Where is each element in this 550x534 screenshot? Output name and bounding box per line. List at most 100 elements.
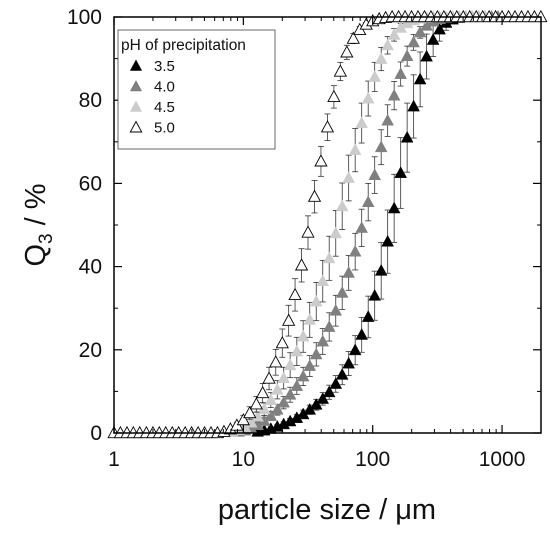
- data-point: [413, 72, 427, 85]
- legend-item: 5.0: [129, 120, 175, 137]
- data-point: [282, 313, 296, 326]
- y-axis-title-unit: / %: [20, 183, 52, 233]
- legend-item: 4.5: [129, 99, 175, 116]
- legend-items: 3.5 4.0 4.5 5.0: [129, 58, 175, 137]
- data-point: [314, 154, 328, 167]
- legend-item: 3.5: [129, 58, 175, 75]
- legend-marker: [129, 79, 143, 92]
- data-point: [368, 288, 382, 301]
- legend-label: 5.0: [154, 120, 175, 137]
- legend-marker: [129, 120, 143, 133]
- data-point: [348, 343, 362, 356]
- legend-marker: [129, 100, 143, 112]
- data-point: [361, 91, 375, 104]
- data-point: [290, 344, 304, 357]
- data-point: [303, 313, 317, 325]
- data-point: [387, 201, 401, 214]
- data-point: [322, 385, 336, 398]
- data-point: [361, 310, 375, 322]
- data-point: [342, 356, 355, 369]
- data-point: [316, 334, 330, 347]
- legend-label: 3.5: [154, 58, 175, 75]
- data-point: [335, 286, 349, 298]
- y-tick-label: 40: [79, 256, 102, 279]
- data-point: [294, 258, 309, 271]
- data-point: [283, 388, 297, 400]
- data-point: [400, 49, 414, 62]
- y-tick-label: 60: [79, 172, 102, 195]
- data-point: [400, 130, 414, 143]
- data-point: [296, 329, 310, 342]
- y-tick-label: 80: [79, 89, 102, 112]
- data-point: [374, 264, 388, 276]
- y-tick-label: 0: [90, 422, 102, 445]
- legend-label: 4.5: [154, 99, 175, 116]
- x-tick-label: 10: [232, 448, 255, 471]
- data-point: [296, 369, 310, 382]
- data-point: [277, 395, 290, 408]
- data-point: [322, 320, 336, 332]
- x-tick-label: 1: [108, 448, 120, 471]
- data-point: [283, 358, 297, 371]
- x-axis-title: particle size / μm: [218, 494, 436, 526]
- data-point: [270, 383, 284, 395]
- data-point: [394, 67, 407, 79]
- data-point: [381, 113, 394, 126]
- data-point: [355, 328, 369, 340]
- data-point: [275, 336, 289, 349]
- data-point: [320, 120, 335, 133]
- data-point: [309, 347, 323, 360]
- data-point: [309, 294, 323, 307]
- data-point: [381, 38, 394, 51]
- data-point: [346, 31, 360, 44]
- data-point: [303, 359, 317, 371]
- data-point: [249, 397, 263, 410]
- data-point: [374, 52, 388, 64]
- data-point: [420, 49, 433, 62]
- data-point: [335, 199, 349, 212]
- data-point: [290, 379, 304, 391]
- data-point: [355, 116, 369, 128]
- data-point: [355, 221, 369, 233]
- axis-ticks: [113, 16, 542, 434]
- data-point: [288, 287, 302, 300]
- data-point: [322, 251, 336, 264]
- data-point: [327, 89, 341, 102]
- data-point: [407, 35, 420, 48]
- data-point: [407, 99, 420, 112]
- data-point: [307, 189, 322, 202]
- data-point: [333, 64, 347, 77]
- data-point: [316, 392, 330, 404]
- data-point: [329, 303, 343, 316]
- y-axis-title: Q3 / %: [20, 183, 57, 266]
- legend-marker: [129, 59, 143, 71]
- series-3.5: [251, 10, 505, 437]
- data-point: [335, 368, 349, 380]
- data-point: [270, 402, 284, 415]
- data-point: [368, 70, 382, 82]
- y-tick-label: 100: [67, 6, 102, 29]
- x-tick-label: 1000: [479, 448, 526, 471]
- data-point: [264, 409, 278, 421]
- data-point: [269, 355, 283, 368]
- y-axis-title-main: Q: [20, 244, 52, 267]
- data-point: [387, 88, 401, 101]
- data-point: [329, 226, 343, 239]
- data-point: [277, 371, 290, 383]
- legend: pH of precipitation 3.5 4.0 4.5 5.0: [117, 29, 276, 150]
- data-point: [329, 377, 343, 389]
- data-point: [309, 397, 323, 410]
- data-point: [413, 25, 427, 38]
- data-point: [374, 140, 388, 153]
- y-tick-labels: 0 20 40 60 80 100: [67, 6, 102, 445]
- data-point: [368, 168, 382, 180]
- legend-title: pH of precipitation: [121, 37, 246, 54]
- data-point: [316, 274, 330, 287]
- data-point: [264, 393, 278, 406]
- data-point: [342, 266, 355, 278]
- data-point: [262, 371, 276, 384]
- data-point: [381, 234, 394, 247]
- data-point: [301, 225, 315, 238]
- x-tick-label: 100: [355, 448, 390, 471]
